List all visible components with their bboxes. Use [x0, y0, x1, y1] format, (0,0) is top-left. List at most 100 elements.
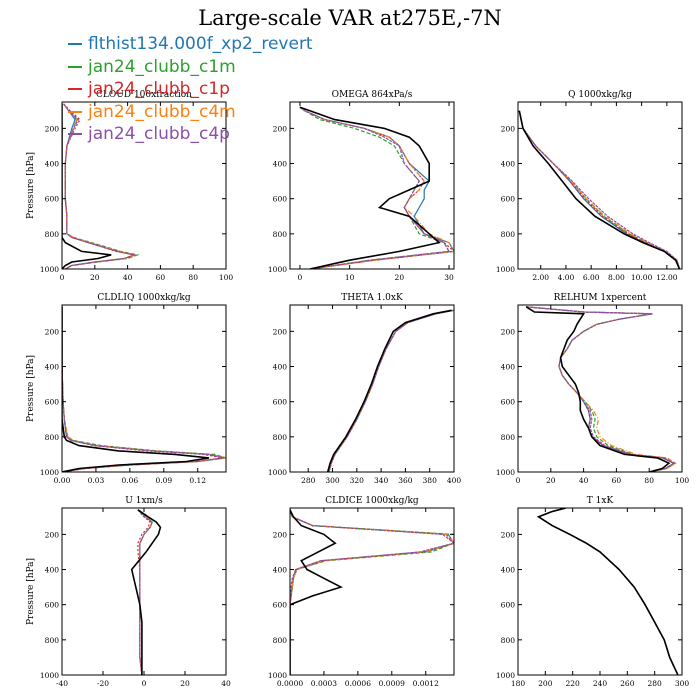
x-tick-label: 0.03 — [88, 476, 105, 485]
plot-frame — [289, 304, 455, 473]
series-line — [290, 509, 343, 675]
x-tick-label: 60 — [156, 273, 166, 282]
series-line — [290, 509, 454, 675]
y-tick-label: 800 — [273, 230, 288, 239]
y-tick-label: 1000 — [268, 468, 287, 477]
y-tick-label: 200 — [501, 530, 516, 539]
chart-panel: 0 20 40 60 80 100 200 400 600 800 1000 RELHUM 1xper… — [496, 293, 689, 485]
series-line — [290, 509, 454, 675]
legend-swatch — [68, 133, 82, 136]
y-tick-label: 600 — [45, 601, 60, 610]
x-tick-label: 0 — [60, 273, 65, 282]
y-tick-label: 200 — [501, 327, 516, 336]
series-line — [537, 508, 679, 675]
y-tick-label: 800 — [501, 230, 516, 239]
y-tick-label: 200 — [45, 327, 60, 336]
series-line — [63, 103, 137, 269]
x-tick-label: 0.0006 — [345, 679, 371, 688]
y-tick-label: 400 — [273, 363, 288, 372]
x-tick-label: 280 — [301, 476, 316, 485]
y-tick-label: 400 — [45, 160, 60, 169]
chart-panel: 2.00 4.00 6.00 8.00 10.00 12.00 200 400 600 800 10… — [496, 90, 683, 282]
y-tick-label: 200 — [273, 530, 288, 539]
x-tick-label: 0 — [516, 476, 521, 485]
y-tick-label: 600 — [273, 195, 288, 204]
series-line — [328, 309, 454, 472]
series-line — [518, 110, 681, 269]
plot-frame — [517, 304, 683, 473]
legend-item: jan24_clubb_c4p — [68, 123, 313, 146]
x-tick-label: 0.00 — [54, 476, 71, 485]
legend-item: jan24_clubb_c1p — [68, 78, 313, 101]
panel-title: OMEGA 864xPa/s — [332, 90, 413, 100]
legend-item: jan24_clubb_c4m — [68, 101, 313, 124]
y-tick-label: 400 — [45, 566, 60, 575]
x-tick-label: 0.06 — [122, 476, 139, 485]
x-tick-label: 200 — [538, 679, 553, 688]
y-tick-label: 1000 — [496, 265, 515, 274]
y-tick-label: 400 — [501, 363, 516, 372]
x-tick-label: 6.00 — [583, 273, 600, 282]
series-line — [290, 509, 454, 675]
legend-label: jan24_clubb_c4p — [88, 124, 230, 145]
series-line — [62, 103, 112, 269]
x-tick-label: 400 — [447, 476, 462, 485]
series-line — [537, 508, 679, 675]
x-tick-label: 60 — [612, 476, 622, 485]
series-line — [299, 106, 441, 269]
series-line — [326, 309, 452, 472]
panel-title: CLDLIQ 1000xkg/kg — [97, 293, 191, 303]
figure-title: Large-scale VAR at275E,-7N — [198, 6, 502, 30]
chart-panel: 0.0000 0.0003 0.0006 0.0009 0.0012 200 400 600 8… — [268, 496, 455, 688]
x-tick-label: 340 — [374, 476, 389, 485]
y-tick-label: 400 — [273, 160, 288, 169]
x-tick-label: 260 — [620, 679, 635, 688]
x-tick-label: 40 — [579, 476, 589, 485]
x-tick-label: 40 — [221, 679, 231, 688]
chart-panel: 0 10 20 30 200 400 600 800 1000 OMEGA 864xPa/s — [268, 90, 455, 282]
x-tick-label: 20 — [180, 679, 190, 688]
plot-frame — [517, 507, 683, 676]
x-tick-label: 0.09 — [155, 476, 172, 485]
x-tick-label: 300 — [675, 679, 690, 688]
y-tick-label: 600 — [45, 398, 60, 407]
x-tick-label: 0.0003 — [311, 679, 337, 688]
plot-frame — [517, 101, 683, 270]
y-axis-label: Pressure [hPa] — [26, 152, 36, 219]
x-tick-label: 2.00 — [532, 273, 549, 282]
x-tick-label: 30 — [444, 273, 454, 282]
plot-frame — [289, 101, 455, 270]
x-tick-label: 220 — [566, 679, 581, 688]
y-tick-label: 800 — [501, 636, 516, 645]
x-tick-label: 80 — [188, 273, 198, 282]
series-line — [63, 103, 138, 269]
y-tick-label: 1000 — [268, 265, 287, 274]
y-tick-label: 800 — [45, 636, 60, 645]
x-tick-label: 180 — [511, 679, 526, 688]
x-tick-label: 100 — [219, 273, 234, 282]
y-tick-label: 1000 — [496, 671, 515, 680]
legend-item: jan24_clubb_c1m — [68, 56, 313, 79]
x-tick-label: 40 — [123, 273, 133, 282]
x-tick-label: 8.00 — [608, 273, 625, 282]
y-tick-label: 400 — [501, 566, 516, 575]
y-tick-label: 200 — [45, 530, 60, 539]
x-tick-label: 100 — [675, 476, 690, 485]
x-tick-label: 0 — [298, 273, 303, 282]
y-tick-label: 600 — [501, 398, 516, 407]
legend-swatch — [68, 65, 82, 68]
x-tick-label: 20 — [395, 273, 405, 282]
y-tick-label: 200 — [501, 124, 516, 133]
y-tick-label: 200 — [45, 124, 60, 133]
x-tick-label: 80 — [644, 476, 654, 485]
x-tick-label: 4.00 — [558, 273, 575, 282]
series-line — [526, 306, 677, 472]
x-tick-label: 12.00 — [656, 273, 678, 282]
series-line — [290, 509, 454, 675]
y-tick-label: 400 — [501, 160, 516, 169]
legend-label: flthist134.000f_xp2_revert — [88, 34, 313, 55]
panel-title: Q 1000xkg/kg — [568, 90, 632, 100]
y-tick-label: 1000 — [40, 671, 59, 680]
x-tick-label: -20 — [97, 679, 109, 688]
y-tick-label: 600 — [501, 195, 516, 204]
